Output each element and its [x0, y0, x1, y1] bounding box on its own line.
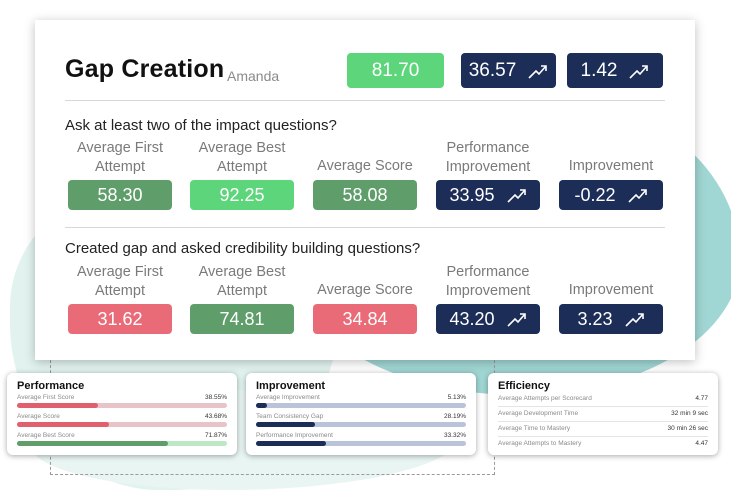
trend-up-icon: [624, 313, 644, 327]
user-name: Amanda: [227, 68, 280, 84]
divider: [65, 100, 665, 101]
q1-improvement-value: -0.22: [559, 180, 663, 210]
label-avg-first-attempt: Average First Attempt: [77, 140, 163, 175]
label-avg-score: Average Score: [317, 282, 413, 298]
label-avg-first-attempt: Average First Attempt: [77, 264, 163, 299]
performance-title: Performance: [17, 380, 85, 392]
divider: [65, 227, 665, 228]
q1-first-attempt-value: 58.30: [68, 180, 172, 210]
improvement-title: Improvement: [256, 380, 326, 392]
progress-fill: [17, 403, 98, 408]
progress-fill: [256, 403, 267, 408]
progress-fill: [17, 441, 168, 446]
label-performance-improvement: Performance Improvement: [445, 140, 531, 175]
performance-improvement-value: 36.57: [468, 59, 517, 81]
progress-track: [256, 403, 466, 408]
label-avg-best-attempt: Average Best Attempt: [198, 264, 286, 299]
performance-improvement-badge: 36.57: [461, 53, 556, 88]
q1-performance-improvement-value: 33.95: [436, 180, 540, 210]
scorecard-card: Gap Creation Amanda 81.70 36.57 1.42 Ask…: [35, 20, 695, 360]
improvement-badge: 1.42: [567, 53, 663, 88]
q1-avg-score-value: 58.08: [313, 180, 417, 210]
q2-performance-improvement-value: 43.20: [436, 304, 540, 334]
progress-fill: [256, 422, 316, 427]
q2-improvement-value: 3.23: [559, 304, 663, 334]
overall-score-value: 81.70: [371, 59, 420, 81]
label-improvement: Improvement: [568, 158, 654, 174]
efficiency-row: Average Time to Mastery 30 min 26 sec: [498, 422, 708, 437]
efficiency-card: Efficiency Average Attempts per Scorecar…: [488, 373, 718, 455]
page-title: Gap Creation: [65, 55, 225, 83]
q2-best-attempt-value: 74.81: [190, 304, 294, 334]
label-performance-improvement: Performance Improvement: [445, 264, 531, 299]
efficiency-row: Average Attempts per Scorecard 4.77: [498, 392, 708, 407]
trend-up-icon: [506, 189, 526, 203]
trend-up-icon: [627, 189, 647, 203]
improvement-card: Improvement Average Improvement 5.13% Te…: [246, 373, 476, 455]
efficiency-row: Average Attempts to Mastery 4.47: [498, 440, 708, 447]
progress-track: [17, 403, 227, 408]
performance-row: Average Best Score 71.87%: [17, 432, 227, 450]
q2-avg-score-value: 34.84: [313, 304, 417, 334]
label-avg-score: Average Score: [317, 158, 413, 174]
improvement-value: 1.42: [580, 59, 618, 81]
q2-first-attempt-value: 31.62: [68, 304, 172, 334]
performance-row: Average Score 43.68%: [17, 413, 227, 431]
improvement-row: Average Improvement 5.13%: [256, 394, 466, 412]
trend-up-icon: [629, 64, 649, 79]
trend-up-icon: [528, 64, 548, 79]
label-improvement: Improvement: [568, 282, 654, 298]
progress-fill: [256, 441, 326, 446]
efficiency-title: Efficiency: [498, 380, 550, 392]
efficiency-row: Average Development Time 32 min 9 sec: [498, 407, 708, 422]
performance-card: Performance Average First Score 38.55% A…: [7, 373, 237, 455]
progress-track: [256, 422, 466, 427]
question-2-text: Created gap and asked credibility buildi…: [65, 240, 421, 257]
progress-track: [256, 441, 466, 446]
improvement-row: Performance Improvement 33.32%: [256, 432, 466, 450]
performance-row: Average First Score 38.55%: [17, 394, 227, 412]
improvement-row: Team Consistency Gap 28.19%: [256, 413, 466, 431]
question-1-text: Ask at least two of the impact questions…: [65, 117, 337, 134]
progress-fill: [17, 422, 109, 427]
q1-best-attempt-value: 92.25: [190, 180, 294, 210]
progress-track: [17, 441, 227, 446]
trend-up-icon: [506, 313, 526, 327]
overall-score-badge: 81.70: [347, 53, 444, 88]
label-avg-best-attempt: Average Best Attempt: [198, 140, 286, 175]
progress-track: [17, 422, 227, 427]
